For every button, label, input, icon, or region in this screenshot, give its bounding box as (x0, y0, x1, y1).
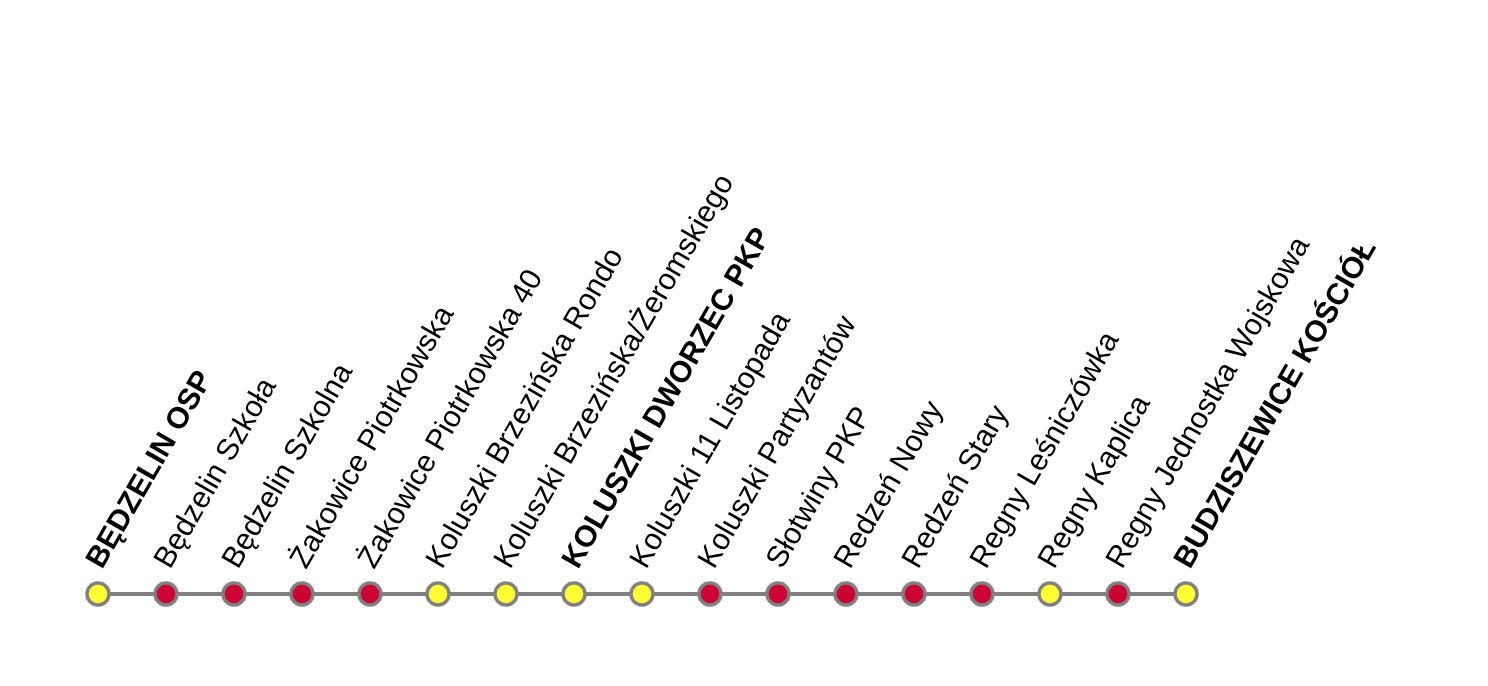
stop-marker (561, 581, 587, 607)
stop-marker (85, 581, 111, 607)
stop-marker (697, 581, 723, 607)
stop-marker (1037, 581, 1063, 607)
stop-marker (1173, 581, 1199, 607)
stop-marker (221, 581, 247, 607)
stop-marker (357, 581, 383, 607)
stop-marker (629, 581, 655, 607)
stop-marker (901, 581, 927, 607)
stop-marker (493, 581, 519, 607)
stop-marker (289, 581, 315, 607)
stop-marker (1105, 581, 1131, 607)
stop-marker (969, 581, 995, 607)
stop-marker (833, 581, 859, 607)
stop-marker (153, 581, 179, 607)
stop-marker (425, 581, 451, 607)
stop-marker (765, 581, 791, 607)
